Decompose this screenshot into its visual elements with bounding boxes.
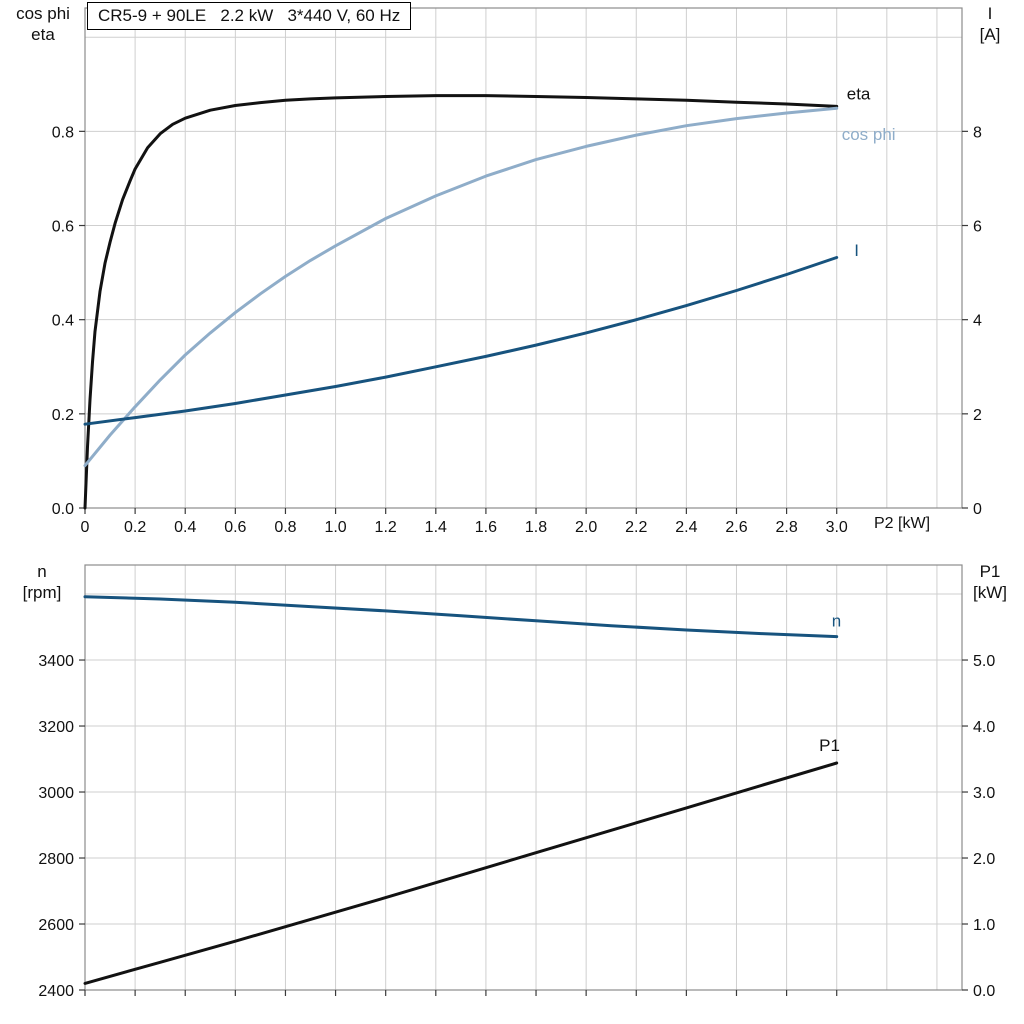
svg-text:n: n [832,611,841,630]
svg-text:2.6: 2.6 [725,519,747,536]
n-axis-title-line2: [rpm] [22,583,62,602]
svg-text:0.6: 0.6 [224,519,246,536]
svg-text:1.6: 1.6 [475,519,497,536]
svg-text:3400: 3400 [38,653,74,670]
n-axis-title-line1: n [37,562,47,581]
left-axis-title-line1: cos phi [16,4,70,23]
top-right-axis-title: I [A] [966,3,1014,45]
svg-text:2800: 2800 [38,851,74,868]
svg-text:3200: 3200 [38,719,74,736]
right-axis-title-line2: [A] [979,25,1001,44]
svg-text:1.0: 1.0 [973,917,995,934]
svg-text:3.0: 3.0 [973,785,995,802]
svg-text:3000: 3000 [38,785,74,802]
svg-text:0.8: 0.8 [52,124,74,141]
svg-text:P1: P1 [819,736,840,755]
svg-text:0: 0 [81,519,90,536]
svg-text:1.4: 1.4 [425,519,447,536]
svg-text:4.0: 4.0 [973,719,995,736]
svg-text:0.8: 0.8 [274,519,296,536]
svg-text:2.0: 2.0 [575,519,597,536]
svg-text:0.2: 0.2 [124,519,146,536]
svg-text:2: 2 [973,407,982,424]
svg-text:3.0: 3.0 [826,519,848,536]
svg-text:1.2: 1.2 [375,519,397,536]
svg-text:0.0: 0.0 [973,983,995,1000]
svg-text:0.6: 0.6 [52,219,74,236]
svg-text:I: I [854,241,859,260]
svg-text:4: 4 [973,313,982,330]
svg-text:2600: 2600 [38,917,74,934]
right-axis-title-line1: I [987,4,993,23]
top-left-axis-title: cos phi eta [4,3,82,45]
svg-text:eta: eta [847,84,871,103]
svg-text:1.8: 1.8 [525,519,547,536]
p1-axis-title-line1: P1 [979,562,1001,581]
svg-text:0: 0 [973,501,982,518]
svg-text:0.4: 0.4 [52,313,74,330]
svg-text:2.8: 2.8 [775,519,797,536]
svg-text:5.0: 5.0 [973,653,995,670]
svg-text:0.0: 0.0 [52,501,74,518]
svg-text:2.4: 2.4 [675,519,697,536]
svg-text:0.2: 0.2 [52,407,74,424]
svg-text:1.0: 1.0 [324,519,346,536]
bottom-right-axis-title: P1 [kW] [962,561,1018,603]
left-axis-title-line2: eta [31,25,55,44]
chart-title: CR5-9 + 90LE 2.2 kW 3*440 V, 60 Hz [87,2,412,30]
svg-text:2.2: 2.2 [625,519,647,536]
svg-text:6: 6 [973,219,982,236]
p1-axis-title-line2: [kW] [973,583,1007,602]
svg-text:2400: 2400 [38,983,74,1000]
svg-text:2.0: 2.0 [973,851,995,868]
bottom-left-axis-title: n [rpm] [6,561,78,603]
svg-text:cos phi: cos phi [842,125,896,144]
svg-text:8: 8 [973,124,982,141]
x-axis-title: P2 [kW] [874,515,931,532]
svg-text:0.4: 0.4 [174,519,196,536]
